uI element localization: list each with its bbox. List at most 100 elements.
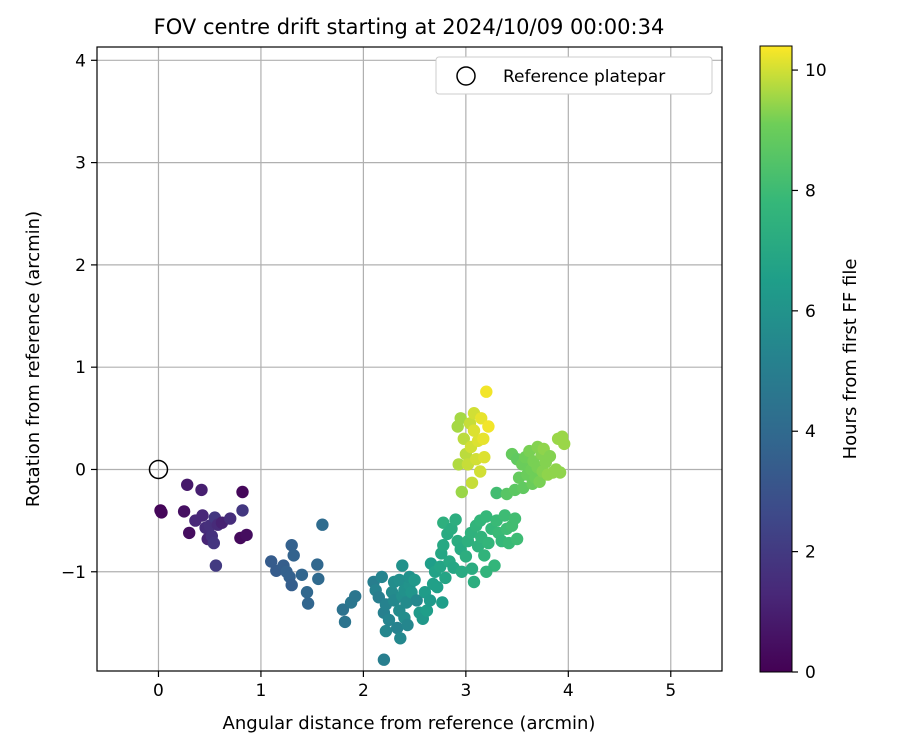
data-point (490, 486, 503, 500)
data-point (455, 485, 468, 499)
data-point (517, 481, 530, 495)
data-point (510, 532, 524, 546)
data-point (401, 618, 414, 632)
colorbar-tick-label: 4 (805, 422, 816, 442)
x-tick-label: 0 (153, 681, 164, 701)
legend-label: Reference platepar (503, 67, 665, 87)
data-point (236, 485, 249, 499)
data-point (508, 512, 522, 525)
x-axis-label: Angular distance from reference (arcmin) (223, 713, 596, 734)
x-tick-label: 5 (665, 681, 676, 701)
data-point (240, 528, 253, 542)
data-point (467, 575, 481, 589)
data-point (420, 604, 434, 617)
data-point (408, 573, 421, 587)
colorbar: 0 2 4 6 8 10 Hours from first FF file (759, 45, 861, 683)
y-tick-label: 4 (75, 51, 86, 71)
y-tick-label: 1 (75, 358, 86, 378)
data-point (189, 514, 202, 527)
data-point (375, 570, 388, 584)
x-axis-ticks: 0 1 2 3 4 5 (153, 671, 676, 701)
data-point (400, 596, 413, 609)
x-tick-label: 4 (563, 681, 574, 701)
colorbar-tick-label: 10 (805, 61, 827, 81)
data-point (265, 555, 278, 568)
data-point (474, 465, 487, 478)
data-point (478, 451, 491, 464)
data-point (382, 613, 396, 627)
reference-marker (148, 459, 169, 480)
data-point (454, 412, 467, 425)
data-point (475, 412, 488, 425)
data-point (300, 586, 314, 599)
data-point (480, 510, 493, 523)
data-point (480, 565, 493, 578)
data-point (533, 475, 546, 488)
data-point (465, 476, 479, 489)
y-tick-label: 2 (75, 256, 86, 276)
data-point (558, 437, 571, 451)
data-point (287, 549, 300, 562)
y-axis-label: Rotation from reference (arcmin) (23, 211, 44, 507)
data-point (391, 621, 404, 635)
x-tick-label: 1 (256, 681, 267, 701)
data-point (195, 483, 208, 497)
data-point (410, 594, 423, 607)
legend-marker (456, 66, 476, 86)
data-point (349, 590, 362, 603)
data-point (480, 385, 493, 398)
y-axis-ticks: −1 0 1 2 3 4 (61, 51, 97, 583)
data-point (177, 505, 191, 518)
data-point (396, 559, 409, 572)
data-point (236, 504, 249, 517)
y-tick-label: 3 (75, 154, 86, 174)
data-point (183, 526, 196, 540)
data-point (181, 478, 194, 491)
x-tick-label: 2 (358, 681, 369, 701)
data-point (498, 509, 511, 522)
x-tick-label: 3 (460, 681, 471, 701)
grid (97, 47, 722, 671)
data-point (478, 549, 491, 562)
data-point (301, 597, 315, 610)
plot-frame (96, 46, 723, 672)
chart-title: FOV centre drift starting at 2024/10/09 … (154, 15, 665, 39)
data-point (482, 420, 495, 433)
scatter-points (154, 385, 571, 666)
colorbar-ticks: 0 2 4 6 8 10 (792, 61, 827, 683)
data-point (543, 450, 557, 463)
data-point (311, 558, 324, 571)
colorbar-tick-label: 0 (805, 663, 816, 683)
data-point (482, 536, 495, 550)
data-point (285, 539, 298, 552)
data-point (553, 466, 567, 479)
data-point (434, 560, 447, 573)
data-point (224, 512, 237, 525)
data-point (457, 432, 470, 445)
data-point (312, 572, 325, 586)
colorbar-label: Hours from first FF file (840, 259, 861, 460)
data-point (477, 432, 490, 445)
data-point (452, 458, 465, 471)
data-point (449, 513, 462, 526)
data-point (423, 594, 437, 607)
data-point (467, 424, 481, 437)
data-point (316, 518, 329, 531)
data-point (338, 615, 352, 629)
data-point (455, 565, 468, 578)
data-point (285, 578, 298, 592)
y-tick-label: −1 (61, 563, 86, 583)
data-point (295, 568, 309, 581)
y-tick-label: 0 (75, 460, 86, 480)
data-point (379, 624, 393, 638)
data-point (336, 603, 350, 616)
legend: Reference platepar (435, 56, 713, 95)
data-point (459, 550, 473, 563)
data-point (393, 573, 406, 587)
colorbar-tick-label: 8 (805, 181, 816, 201)
data-point (377, 653, 391, 666)
colorbar-tick-label: 6 (805, 302, 816, 322)
data-point (439, 571, 452, 585)
data-point (436, 596, 449, 609)
